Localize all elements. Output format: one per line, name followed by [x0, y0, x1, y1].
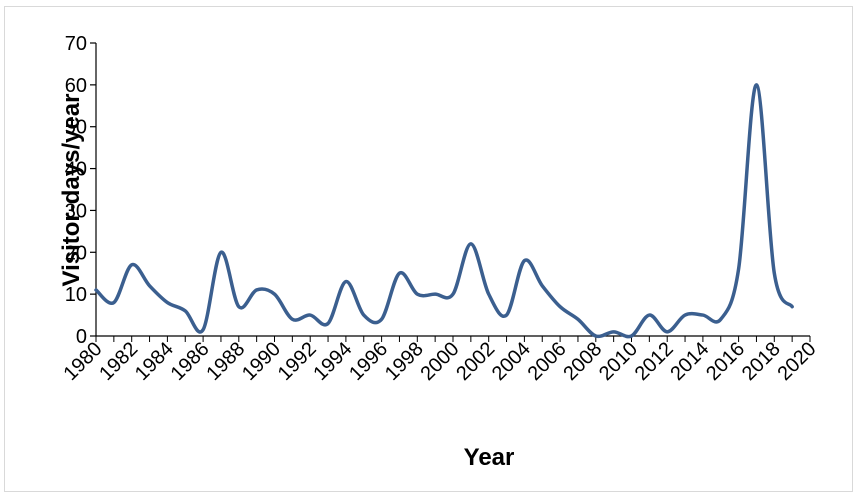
x-tick-label: 2014: [666, 338, 713, 385]
x-tick-label: 1992: [274, 338, 321, 385]
x-axis-title: Year: [464, 444, 515, 471]
x-tick-label: 2002: [452, 338, 499, 385]
x-tick-label: 2016: [702, 338, 749, 385]
x-tick-label: 2006: [524, 338, 571, 385]
data-point: [128, 261, 136, 269]
x-tick-label: 1982: [95, 338, 142, 385]
series-line: [94, 83, 794, 339]
data-point: [503, 311, 511, 319]
x-tick-label: 1990: [238, 338, 285, 385]
data-point: [395, 269, 403, 277]
data-point: [467, 240, 475, 248]
data-point: [92, 286, 100, 294]
series-group: [92, 81, 796, 340]
data-point: [163, 299, 171, 307]
data-point: [217, 248, 225, 256]
data-point: [378, 315, 386, 323]
y-tick-label: 60: [65, 75, 87, 97]
data-point: [770, 269, 778, 277]
data-point: [645, 311, 653, 319]
data-point: [520, 257, 528, 265]
data-point: [752, 81, 760, 89]
x-tick-label: 2000: [417, 338, 464, 385]
data-point: [628, 332, 636, 340]
x-tick-label: 1986: [167, 338, 214, 385]
data-point: [610, 328, 618, 336]
y-tick-label: 0: [76, 326, 87, 348]
data-point: [413, 290, 421, 298]
y-tick-label: 40: [65, 159, 87, 181]
x-tick-label: 2008: [559, 338, 606, 385]
data-point: [288, 315, 296, 323]
y-tick-label: 50: [65, 117, 87, 139]
data-point: [271, 290, 279, 298]
x-tick-label: 2004: [488, 338, 535, 385]
x-tick-label: 1980: [60, 338, 107, 385]
data-point: [342, 278, 350, 286]
x-tick-label: 1994: [309, 338, 356, 385]
data-point: [556, 303, 564, 311]
y-ticks: 0 10 20 30 40 50 60 70: [65, 33, 96, 348]
data-point: [431, 290, 439, 298]
y-axis-title: Visitor-days/year: [58, 94, 85, 287]
data-point: [360, 311, 368, 319]
data-point: [699, 311, 707, 319]
y-tick-label: 20: [65, 242, 87, 264]
data-point: [235, 303, 243, 311]
x-tick-label: 2012: [631, 338, 678, 385]
data-point: [681, 311, 689, 319]
x-tick-label: 1998: [381, 338, 428, 385]
x-ticks: 1980198219841986198819901992199419961998…: [60, 336, 821, 385]
data-point: [449, 290, 457, 298]
data-point: [592, 332, 600, 340]
data-point: [735, 265, 743, 273]
data-point: [306, 311, 314, 319]
data-point: [199, 326, 207, 334]
data-point: [146, 282, 154, 290]
y-tick-label: 30: [65, 200, 87, 222]
x-tick-label: 1996: [345, 338, 392, 385]
data-point: [253, 286, 261, 294]
x-tick-label: 1984: [131, 338, 178, 385]
data-point: [485, 290, 493, 298]
data-point: [717, 315, 725, 323]
x-tick-label: 2010: [595, 338, 642, 385]
data-point: [538, 282, 546, 290]
y-tick-label: 70: [65, 33, 87, 55]
y-tick-label: 10: [65, 284, 87, 306]
x-tick-label: 2020: [774, 338, 821, 385]
data-point: [181, 307, 189, 315]
data-point: [324, 319, 332, 327]
line-chart: 0 10 20 30 40 50 60 70 198019821984198619881990…: [58, 33, 821, 471]
chart-frame: 0 10 20 30 40 50 60 70 1980 1982 1984 1986 1988 1990…: [4, 6, 853, 492]
data-point: [574, 315, 582, 323]
data-point: [110, 299, 118, 307]
data-point: [663, 328, 671, 336]
x-tick-label: 2018: [738, 338, 785, 385]
x-tick-label: 1988: [202, 338, 249, 385]
data-point: [788, 303, 796, 311]
